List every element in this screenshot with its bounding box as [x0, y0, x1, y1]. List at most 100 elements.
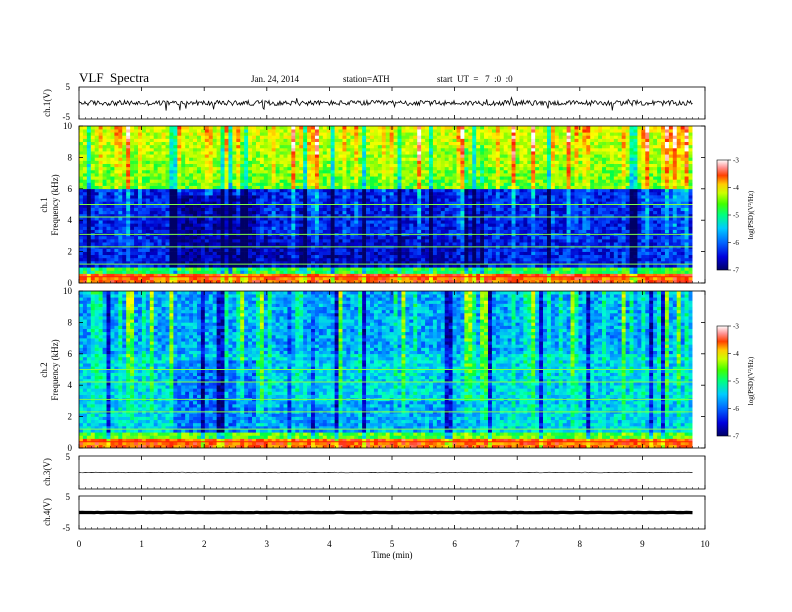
- spectrogram-cell: [311, 176, 316, 180]
- spectrogram-cell: [161, 195, 166, 199]
- spectrogram-cell: [208, 179, 213, 183]
- spectrogram-cell: [236, 242, 241, 246]
- spectrogram-cell: [196, 207, 202, 212]
- spectrogram-cell: [149, 201, 155, 205]
- spectrogram-cell: [432, 201, 438, 205]
- spectrogram-cell: [448, 129, 453, 133]
- spectrogram-cell: [200, 182, 206, 186]
- spectrogram-cell: [397, 163, 402, 168]
- spectrogram-cell: [456, 126, 461, 130]
- spectrogram-cell: [106, 204, 111, 208]
- spectrogram-cell: [145, 126, 151, 130]
- spectrogram-cell: [342, 179, 347, 183]
- spectrogram-cell: [165, 248, 170, 252]
- spectrogram-cell: [413, 195, 418, 199]
- spectrogram-cell: [110, 185, 115, 190]
- spectrogram-cell: [358, 251, 363, 256]
- spectrogram-cell: [126, 261, 131, 265]
- spectrogram-cell: [267, 213, 272, 218]
- spectrogram-cell: [366, 191, 371, 196]
- spectrogram-cell: [189, 135, 194, 139]
- spectrogram-cell: [232, 169, 237, 174]
- spectrogram-cell: [385, 138, 390, 142]
- spectrogram-cell: [94, 179, 99, 183]
- spectrogram-cell: [397, 141, 402, 146]
- spectrogram-cell: [82, 242, 88, 246]
- spectrogram-cell: [468, 229, 473, 234]
- spectrogram-cell: [110, 188, 115, 193]
- spectrogram-cell: [303, 185, 308, 190]
- spectrogram-cell: [413, 261, 418, 265]
- spectrogram-cell: [126, 138, 131, 142]
- spectrogram-cell: [208, 141, 213, 146]
- spectrogram-cell: [311, 213, 316, 218]
- spectrogram-cell: [185, 144, 190, 149]
- spectrogram-cell: [90, 267, 96, 271]
- spectrogram-cell: [177, 279, 182, 284]
- spectrogram-cell: [118, 195, 123, 199]
- spectrogram-cell: [157, 179, 162, 183]
- spectrogram-cell: [263, 191, 269, 196]
- spectrogram-cell: [244, 141, 249, 146]
- spectrogram-cell: [134, 135, 139, 139]
- spectrogram-cell: [370, 151, 375, 155]
- spectrogram-cell: [122, 169, 127, 174]
- spectrogram-cell: [370, 166, 375, 171]
- spectrogram-cell: [468, 261, 473, 265]
- spectrogram-cell: [413, 235, 418, 240]
- spectrogram-cell: [134, 141, 139, 146]
- spectrogram-cell: [181, 267, 186, 271]
- spectrogram-cell: [185, 126, 190, 130]
- spectrogram-cell: [271, 166, 276, 171]
- spectrogram-cell: [86, 229, 92, 234]
- spectrogram-cell: [334, 239, 339, 243]
- spectrogram-cell: [370, 264, 375, 268]
- spectrogram-cell: [287, 229, 292, 234]
- spectrogram-cell: [354, 129, 359, 133]
- spectrogram-cell: [303, 201, 308, 205]
- spectrogram-cell: [330, 169, 335, 174]
- spectrogram-cell: [102, 147, 107, 152]
- spectrogram-cell: [275, 270, 280, 274]
- spectrogram-cell: [94, 251, 99, 256]
- spectrogram-cell: [283, 157, 288, 161]
- spectrogram-cell: [106, 157, 111, 161]
- spectrogram-cell: [318, 191, 324, 196]
- spectrogram-cell: [200, 229, 206, 234]
- spectrogram-cell: [436, 217, 442, 221]
- spectrogram-cell: [303, 129, 308, 133]
- spectrogram-cell: [330, 279, 335, 284]
- spectrogram-cell: [421, 195, 426, 199]
- spectrogram-cell: [193, 129, 198, 133]
- spectrogram-cell: [432, 188, 438, 193]
- spectrogram-cell: [102, 242, 107, 246]
- spectrogram-cell: [358, 204, 363, 208]
- spectrogram-cell: [193, 201, 198, 205]
- spectrogram-cell: [149, 173, 155, 177]
- spectrogram-cell: [169, 276, 174, 281]
- spectrogram-cell: [255, 217, 261, 221]
- spectrogram-cell: [338, 204, 343, 208]
- spectrogram-cell: [405, 248, 410, 252]
- spectrogram-cell: [389, 235, 394, 240]
- spectrogram-cell: [145, 213, 151, 218]
- spectrogram-cell: [421, 154, 426, 158]
- spectrogram-cell: [252, 126, 257, 130]
- spectrogram-cell: [350, 210, 355, 215]
- spectrogram-cell: [366, 173, 371, 177]
- spectrogram-cell: [413, 135, 418, 139]
- spectrogram-cell: [130, 276, 135, 281]
- spectrogram-cell: [134, 188, 139, 193]
- spectrogram-cell: [452, 173, 457, 177]
- spectrogram-cell: [212, 279, 217, 284]
- spectrogram-cell: [86, 257, 92, 262]
- spectrogram-cell: [141, 126, 147, 130]
- spectrogram-cell: [126, 210, 131, 215]
- spectrogram-cell: [370, 226, 375, 230]
- spectrogram-cell: [208, 264, 213, 268]
- spectrogram-cell: [322, 273, 328, 278]
- spectrogram-cell: [137, 279, 143, 284]
- spectrogram-cell: [452, 169, 457, 174]
- spectrogram-cell: [208, 169, 213, 174]
- spectrogram-cell: [279, 235, 284, 240]
